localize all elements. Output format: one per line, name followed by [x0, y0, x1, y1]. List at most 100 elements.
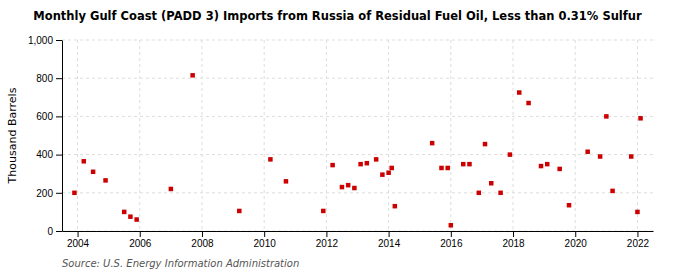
- tick-label: 2014: [378, 238, 401, 249]
- tick: 0: [47, 226, 62, 237]
- point: [539, 164, 544, 169]
- points: [72, 73, 643, 227]
- axis-line: [63, 231, 654, 232]
- grid-line-y: [62, 40, 653, 41]
- point: [445, 166, 450, 171]
- tick-label: 2022: [627, 238, 650, 249]
- point: [346, 183, 351, 188]
- tick: 800: [36, 73, 62, 84]
- tick: 1,000: [28, 35, 62, 46]
- tick: 2012: [316, 231, 339, 249]
- point: [128, 214, 133, 219]
- tick: 2018: [502, 231, 525, 249]
- point: [430, 141, 435, 146]
- point: [82, 159, 87, 164]
- grid-line-x: [513, 40, 514, 231]
- tick-label: 2012: [316, 238, 339, 249]
- point: [498, 191, 503, 196]
- tick: 2022: [627, 231, 650, 249]
- grid-line-x: [450, 40, 451, 231]
- grid-line-x: [201, 40, 202, 231]
- point: [330, 163, 335, 168]
- point: [610, 189, 615, 194]
- tick-label: 0: [47, 226, 53, 237]
- plot: 2004200620082010201220142016201820202022…: [28, 35, 654, 249]
- chart: 2004200620082010201220142016201820202022…: [0, 0, 675, 275]
- point: [489, 181, 494, 186]
- grid-line-x: [326, 40, 327, 231]
- point: [103, 178, 108, 183]
- point: [389, 166, 394, 171]
- point: [386, 170, 391, 175]
- point: [557, 167, 562, 172]
- grid-line-y: [62, 231, 653, 232]
- grid-line-y: [62, 78, 653, 79]
- tick-label: 800: [36, 73, 53, 84]
- tick-mark: [56, 155, 62, 156]
- grid-line-x: [139, 40, 140, 231]
- axis-line: [62, 41, 63, 232]
- tick-mark: [389, 231, 390, 237]
- tick: 2008: [191, 231, 214, 249]
- grid-line-y: [62, 154, 653, 155]
- point: [483, 142, 488, 147]
- point: [517, 90, 522, 95]
- point: [237, 209, 242, 214]
- point: [91, 170, 96, 175]
- tick-mark: [326, 231, 327, 237]
- tick-mark: [202, 231, 203, 237]
- point: [598, 154, 603, 159]
- tick-mark: [56, 40, 62, 41]
- title: Monthly Gulf Coast (PADD 3) Imports from…: [33, 9, 642, 23]
- tick-label: 2016: [440, 238, 463, 249]
- point: [358, 162, 363, 167]
- tick-mark: [56, 78, 62, 79]
- point: [190, 73, 195, 78]
- tick-mark: [140, 231, 141, 237]
- tick-mark: [513, 231, 514, 237]
- x-axis: 2004200620082010201220142016201820202022: [63, 231, 654, 249]
- tick-label: 2010: [254, 238, 277, 249]
- tick: 2020: [565, 231, 588, 249]
- point: [169, 187, 174, 192]
- point: [526, 101, 531, 106]
- tick-mark: [575, 231, 576, 237]
- grid-line-x: [264, 40, 265, 231]
- tick-label: 2006: [129, 238, 152, 249]
- tick-mark: [637, 231, 638, 237]
- point: [380, 172, 385, 177]
- tick-mark: [56, 193, 62, 194]
- grid: [62, 40, 653, 231]
- grid-line-x: [77, 40, 78, 231]
- tick-label: 2008: [191, 238, 214, 249]
- y-axis: 0 200 400 600 800 1,000: [28, 35, 63, 237]
- y-axis-title: Thousand Barrels: [6, 87, 19, 184]
- point: [268, 157, 273, 162]
- tick-mark: [264, 231, 265, 237]
- point: [72, 191, 77, 196]
- point: [545, 162, 550, 167]
- tick-label: 200: [36, 188, 53, 199]
- grid-line-x: [575, 40, 576, 231]
- tick: 2010: [254, 231, 277, 249]
- tick-label: 400: [36, 149, 53, 160]
- point: [352, 186, 357, 191]
- point: [638, 116, 643, 121]
- tick-mark: [56, 231, 62, 232]
- tick: 600: [36, 111, 62, 122]
- tick-mark: [56, 116, 62, 117]
- source: Source: U.S. Energy Information Administ…: [62, 258, 299, 269]
- point: [635, 210, 640, 215]
- tick: 200: [36, 188, 62, 199]
- point: [629, 154, 634, 159]
- point: [393, 204, 398, 209]
- tick-label: 1,000: [28, 35, 53, 46]
- point: [439, 166, 444, 171]
- grid-line-y: [62, 192, 653, 193]
- point: [365, 161, 370, 166]
- tick: 2016: [440, 231, 463, 249]
- tick-label: 600: [36, 111, 53, 122]
- tick: 2006: [129, 231, 152, 249]
- point: [567, 203, 572, 208]
- tick-label: 2018: [502, 238, 525, 249]
